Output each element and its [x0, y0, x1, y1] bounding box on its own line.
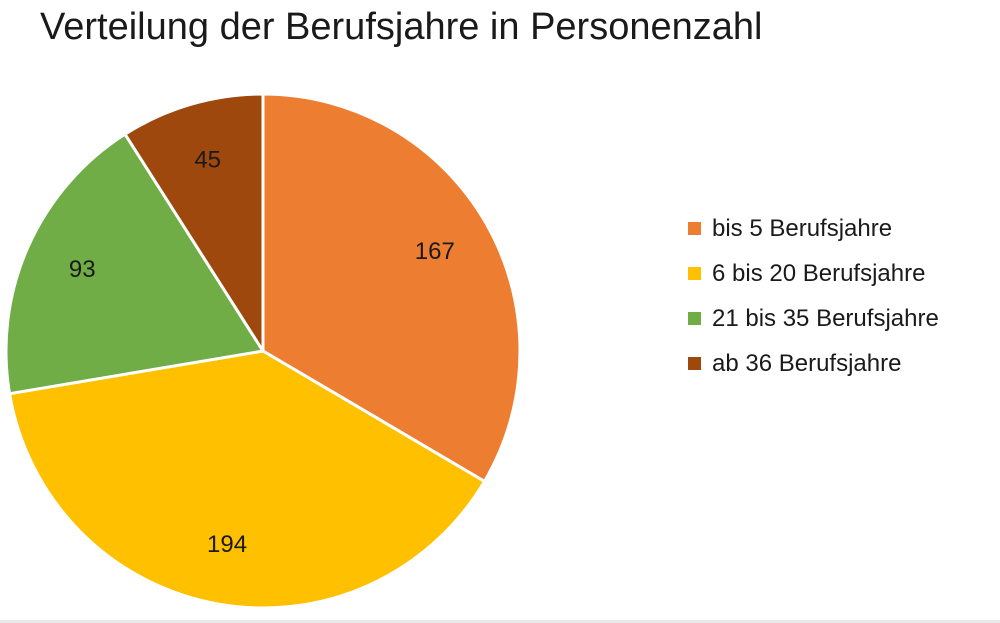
legend-item-ab-36: ab 36 Berufsjahre: [688, 341, 939, 386]
data-label-bis-5: 167: [415, 238, 455, 265]
chart-legend: bis 5 Berufsjahre 6 bis 20 Berufsjahre 2…: [688, 206, 939, 386]
data-label-21-bis-35: 93: [69, 256, 96, 283]
legend-label: ab 36 Berufsjahre: [712, 349, 902, 377]
legend-swatch: [688, 222, 701, 235]
legend-swatch: [688, 357, 701, 370]
legend-item-21-bis-35: 21 bis 35 Berufsjahre: [688, 296, 939, 341]
data-label-ab-36: 45: [194, 146, 221, 173]
legend-swatch: [688, 312, 701, 325]
legend-label: 6 bis 20 Berufsjahre: [712, 259, 926, 287]
legend-label: bis 5 Berufsjahre: [712, 214, 893, 242]
pie-slice-bis-5: [261, 92, 522, 483]
bottom-divider: [0, 620, 1000, 623]
pie-slice-21-bis-35: [4, 132, 265, 396]
chart-title: Verteilung der Berufsjahre in Personenza…: [40, 6, 763, 48]
pie-slice-ab-36: [123, 92, 265, 353]
data-label-6-bis-20: 194: [207, 531, 247, 558]
pie-slice-6-bis-20: [8, 349, 486, 610]
legend-item-6-bis-20: 6 bis 20 Berufsjahre: [688, 251, 939, 296]
legend-swatch: [688, 267, 701, 280]
legend-item-bis-5: bis 5 Berufsjahre: [688, 206, 939, 251]
legend-label: 21 bis 35 Berufsjahre: [712, 304, 939, 332]
